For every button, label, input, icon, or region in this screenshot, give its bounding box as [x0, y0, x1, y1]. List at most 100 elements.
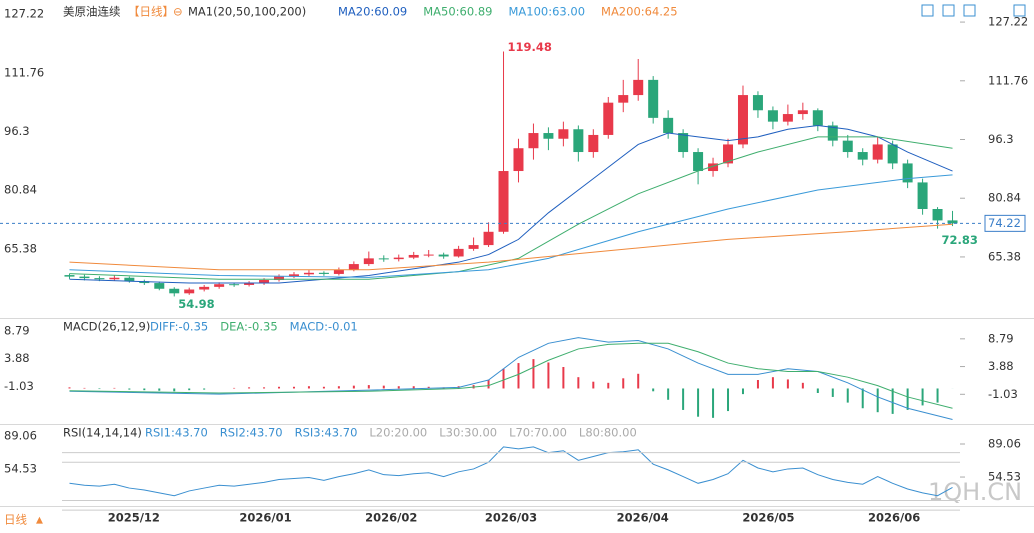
frame [0, 318, 1034, 507]
rsi-line [69, 446, 953, 497]
collapse-icon[interactable]: ⊖ [173, 5, 183, 19]
candle-body [154, 283, 165, 289]
candle-body [573, 129, 584, 153]
candle-body [408, 254, 419, 258]
legend-entry: DEA:-0.35 [220, 320, 277, 334]
ma-line [69, 174, 953, 278]
candle-body [513, 148, 524, 172]
candle-body [648, 79, 659, 118]
candle-body [483, 231, 494, 246]
legend-entry: RSI3:43.70 [295, 426, 358, 440]
ma-line [69, 136, 953, 280]
period[interactable]: 【日线】 [128, 5, 174, 19]
y-tick-label-right: 89.06 [988, 437, 1021, 451]
candle-body [618, 95, 629, 103]
y-tick-label-right: 54.53 [988, 470, 1021, 484]
candle-body [737, 95, 748, 145]
candle-body [438, 254, 449, 257]
indicator-name: MA1(20,50,100,200) [188, 5, 306, 19]
candle-body [109, 277, 120, 280]
candle-body [588, 134, 599, 153]
legend-entry: MACD:-0.01 [290, 320, 358, 334]
legend-entry: MA50:60.89 [423, 5, 492, 19]
footer-arrow[interactable]: ▲ [36, 516, 43, 526]
candle-body [782, 114, 793, 122]
legend-entry: L20:20.00 [369, 426, 427, 440]
y-tick-label: 96.3 [4, 124, 30, 138]
high-label: 119.48 [508, 40, 552, 54]
legend-entry: RSI1:43.70 [145, 426, 208, 440]
candle-body [827, 125, 838, 141]
last-price-box [984, 214, 1026, 232]
y-tick-label-right: 96.3 [988, 132, 1014, 146]
y-tick-label: 3.88 [4, 351, 30, 365]
candle-body [214, 284, 225, 287]
x-tick-label: 2026/06 [868, 511, 920, 525]
candle-body [199, 286, 210, 290]
candle-body [947, 220, 958, 224]
candle-body [274, 276, 285, 281]
candle-body [767, 110, 778, 122]
candle-body [303, 272, 314, 275]
legend-entry: MA200:64.25 [601, 5, 678, 19]
legend-entry: DIFF:-0.35 [150, 320, 208, 334]
legend-entry: MA100:63.00 [508, 5, 585, 19]
candle-body [79, 276, 90, 279]
y-tick-label: -1.03 [4, 379, 34, 393]
candle-body [603, 102, 614, 135]
macd-line [69, 337, 953, 421]
candle-body [393, 257, 404, 260]
candle-body [812, 110, 823, 126]
candle-body [378, 258, 389, 260]
toolbar-icons[interactable] [921, 4, 1026, 17]
low-label: 54.98 [178, 297, 214, 311]
ma-line [69, 124, 953, 284]
ma-line [69, 223, 953, 271]
x-tick-label: 2026/01 [239, 511, 291, 525]
candle-body [663, 117, 674, 134]
y-tick-label: 54.53 [4, 462, 37, 476]
footer-period[interactable]: 日线 [4, 513, 27, 527]
candle-body [872, 144, 883, 160]
candle-body [169, 288, 180, 294]
candle-body [558, 129, 569, 139]
candle-body [857, 152, 868, 160]
candle-body [363, 258, 374, 265]
legend-entry: RSI2:43.70 [220, 426, 283, 440]
candle-body [498, 171, 509, 232]
candle-body [902, 163, 913, 183]
x-tick-label: 2026/02 [365, 511, 417, 525]
y-tick-label: 80.84 [4, 183, 37, 197]
candle-body [932, 209, 943, 221]
candle-body [229, 284, 240, 286]
y-tick-label-right: 8.79 [988, 331, 1014, 345]
x-tick-label: 2026/05 [742, 511, 794, 525]
candle-body [693, 152, 704, 172]
candle-body [528, 133, 539, 149]
candle-body [752, 95, 763, 111]
candle-body [423, 254, 434, 256]
y-tick-label-right: 65.38 [988, 249, 1021, 263]
candle-body [797, 110, 808, 115]
legend-entry: L30:30.00 [439, 426, 497, 440]
candle-body [64, 275, 75, 277]
y-tick-label-right: -1.03 [988, 387, 1018, 401]
y-tick-label: 127.22 [4, 7, 44, 21]
macd-line [69, 342, 953, 409]
candle-body [678, 133, 689, 153]
candle-body [288, 274, 299, 277]
low-label: 72.83 [942, 233, 978, 247]
x-tick-label: 2026/04 [617, 511, 669, 525]
candle-body [453, 248, 464, 257]
y-tick-label-right: 3.88 [988, 359, 1014, 373]
candle-body [723, 144, 734, 164]
candle-body [633, 79, 644, 96]
candle-body [708, 163, 719, 172]
y-tick-label: 111.76 [4, 65, 44, 79]
legend-entry: L80:80.00 [579, 426, 637, 440]
candle-body [468, 245, 479, 249]
candle-body [543, 133, 554, 139]
last-price-label: 74.22 [988, 216, 1021, 230]
candle-body [348, 264, 359, 270]
